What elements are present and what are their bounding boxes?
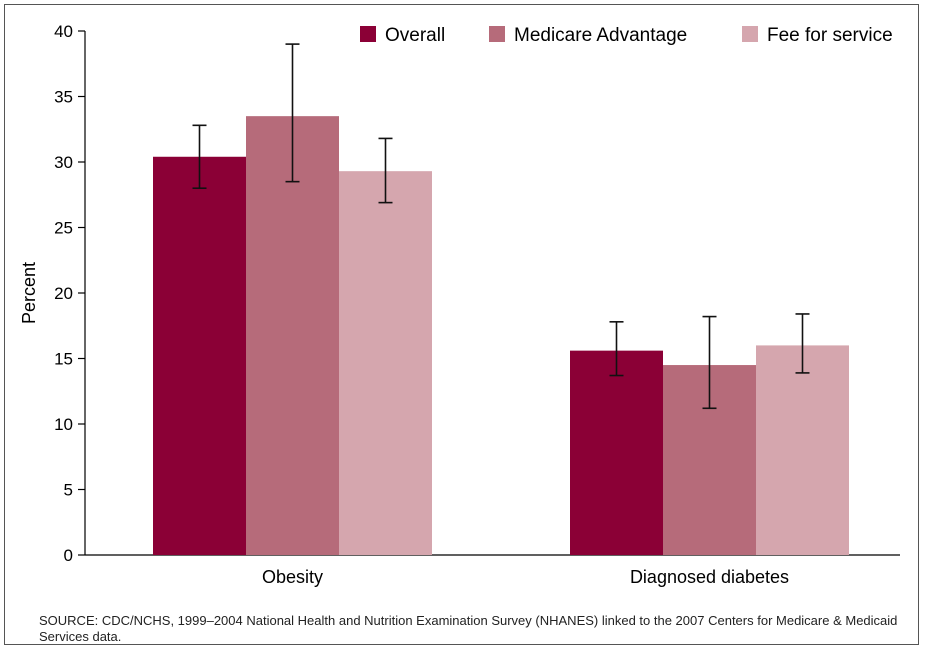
y-tick-label: 10 [54, 415, 73, 434]
legend-swatch [489, 26, 505, 42]
y-tick-label: 25 [54, 219, 73, 238]
legend: Overall Medicare Advantage Fee for service [360, 25, 893, 46]
y-axis-title: Percent [19, 262, 39, 324]
bar [756, 345, 849, 555]
error-bars [192, 43, 810, 410]
legend-label: Overall [385, 25, 445, 46]
y-tick-label: 20 [54, 284, 73, 303]
bar [153, 156, 246, 555]
y-tick-label: 40 [54, 22, 73, 41]
bar [339, 171, 432, 556]
source-note: SOURCE: CDC/NCHS, 1999–2004 National Hea… [39, 613, 898, 644]
x-tick-label: Obesity [262, 567, 323, 587]
legend-label: Medicare Advantage [514, 25, 687, 46]
bars [153, 116, 849, 556]
y-tick-label: 5 [64, 481, 73, 500]
y-tick-label: 0 [64, 546, 73, 565]
bar [246, 116, 339, 556]
y-tick-label: 35 [54, 88, 73, 107]
chart-frame: 0 5 10 15 20 25 30 35 40 Obesity Diagnosed diabete… [4, 4, 919, 645]
legend-swatch [742, 26, 758, 42]
legend-swatch [360, 26, 376, 42]
bar-chart: 0 5 10 15 20 25 30 35 40 Obesity Diagnosed diabete… [19, 22, 900, 587]
axes: 0 5 10 15 20 25 30 35 40 Obesity Diagnosed diabete… [54, 22, 900, 587]
x-tick-label: Diagnosed diabetes [630, 567, 789, 587]
y-tick-label: 30 [54, 153, 73, 172]
legend-label: Fee for service [767, 25, 893, 46]
y-tick-label: 15 [54, 350, 73, 369]
bar [570, 350, 663, 555]
